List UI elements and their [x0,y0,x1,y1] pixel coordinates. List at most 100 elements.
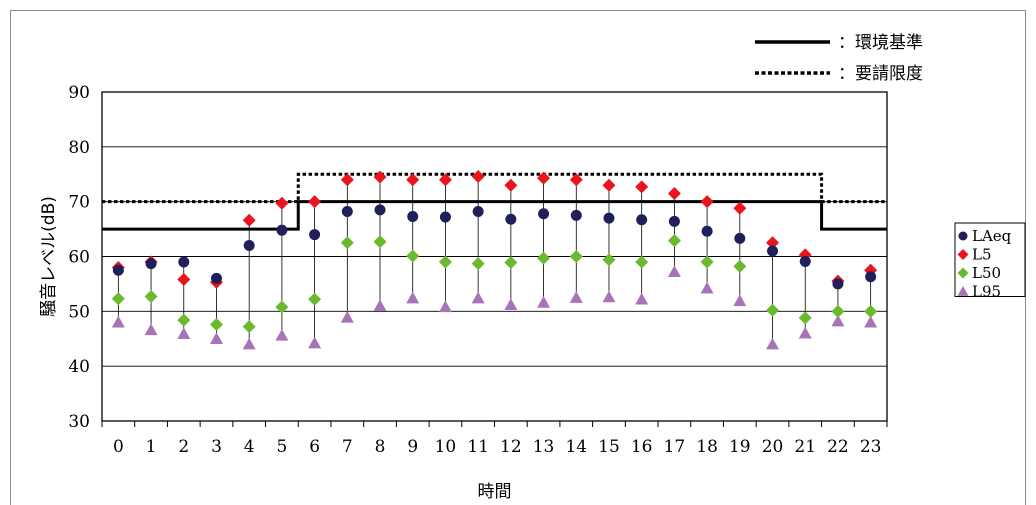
l5-point [700,195,714,209]
l50-point [406,249,420,263]
l50-point [471,257,485,271]
l50-point [569,250,583,263]
l5-point [406,173,420,187]
l50-point [438,255,452,269]
x-tick-label: 8 [375,437,386,457]
l50-point [831,304,845,318]
l5-point [537,171,551,185]
l5-point [373,170,387,184]
laeq-point [439,211,451,223]
l95-point [111,315,125,328]
x-tick-label: 6 [309,437,320,457]
l95-point [537,296,551,308]
l50-point [111,292,125,306]
environment-standard-line [102,200,887,231]
x-tick-label: 18 [696,437,718,457]
y-tick-label: 60 [68,248,90,268]
l50-point [373,235,387,249]
laeq-point [668,215,680,227]
y-tick-label: 50 [68,302,90,322]
laeq-point [243,240,255,252]
l50-point [700,255,714,269]
l95-point [242,337,256,350]
l95-point [766,337,780,350]
l95-point [635,292,649,305]
l5-point [766,236,780,250]
l95-point [406,291,420,304]
request-limit-line [102,172,887,204]
l95-point [308,336,322,349]
l95-point [340,310,354,323]
laeq-point [767,245,779,257]
laeq-point [701,225,713,237]
x-tick-label: 19 [729,437,751,457]
x-tick-label: 22 [827,437,849,457]
y-tick-label: 70 [68,193,90,213]
l5-point [733,201,747,215]
l50-point [635,255,649,269]
x-tick-label: 4 [244,437,255,457]
x-tick-label: 2 [178,437,189,457]
x-axis-title: 時間 [478,482,512,502]
l5-point [471,169,485,183]
l5-point [177,273,191,287]
x-tick-label: 11 [467,437,489,457]
l50-point [766,303,780,317]
laeq-legend-swatch [958,231,968,241]
l50-point [144,290,158,304]
x-tick-label: 1 [146,437,157,457]
l50-point [537,251,551,265]
l95-point [569,291,583,303]
laeq-point [374,204,386,216]
request-limit-legend-label: ：要請限度 [838,64,923,84]
l5-point [275,196,289,210]
laeq-point [112,264,124,276]
l50-point [798,311,812,325]
l50-point [177,313,191,327]
l50-point [209,317,223,331]
l95-point [602,290,616,303]
x-tick-label: 21 [794,437,816,457]
environment-standard-legend-label: ：環境基準 [838,33,923,53]
y-tick-label: 40 [68,357,90,377]
laeq-point [505,213,517,225]
laeq-point [276,224,288,236]
l50-point [308,292,322,306]
l50-point [242,320,256,334]
x-tick-label: 3 [211,437,222,457]
x-tick-label: 7 [342,437,353,457]
laeq-point [734,232,746,244]
l95-point [177,327,191,340]
y-tick-label: 90 [68,83,90,103]
l95-point [700,281,714,294]
x-tick-label: 13 [533,437,555,457]
y-tick-label: 80 [68,138,90,158]
laeq-point [341,206,353,218]
l95-point [373,299,387,312]
l5-legend-label: L5 [972,246,992,264]
l95-point [275,328,289,341]
l95-legend-label: L95 [972,283,1001,301]
l50-point [733,259,747,273]
laeq-legend-label: LAeq [972,227,1012,245]
l5-point [340,173,354,187]
l50-point [340,236,354,250]
l50-legend-label: L50 [972,264,1001,282]
l50-point [504,256,518,270]
l50-point [602,253,616,267]
l5-point [569,173,583,187]
x-tick-label: 15 [598,437,620,457]
l5-point [635,180,649,194]
laeq-point [210,272,222,284]
l5-point [242,213,256,227]
l95-point [831,314,845,327]
l50-point [667,234,681,248]
l5-point [798,248,812,262]
x-tick-label: 10 [435,437,457,457]
l95-point [504,298,518,310]
laeq-point [145,258,157,270]
laeq-point [832,278,844,290]
x-tick-label: 0 [113,437,124,457]
l95-point [864,315,878,328]
